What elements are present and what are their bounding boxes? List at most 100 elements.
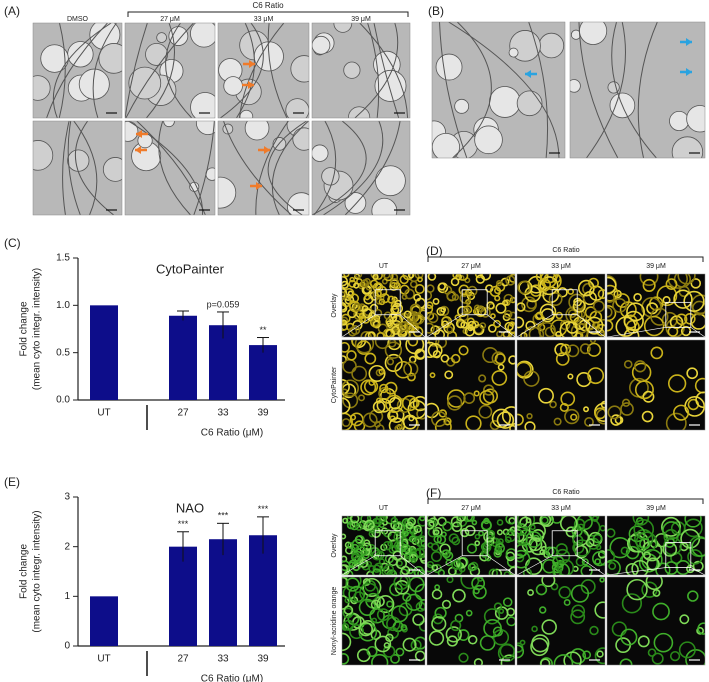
cell — [651, 652, 664, 665]
cell — [441, 599, 452, 610]
cell — [460, 528, 470, 538]
cell — [647, 648, 657, 657]
cell — [503, 309, 513, 319]
cell — [491, 370, 508, 386]
cell — [342, 320, 349, 332]
cell — [541, 619, 557, 635]
zoom-line — [516, 314, 553, 338]
cell — [621, 398, 631, 407]
cell — [552, 566, 563, 575]
cell — [418, 620, 425, 632]
micrograph-content — [607, 340, 705, 430]
micrograph-frame — [124, 22, 216, 119]
cell — [555, 548, 571, 564]
membrane — [354, 23, 399, 118]
cell — [538, 321, 556, 337]
cell — [529, 524, 536, 531]
cell — [358, 394, 365, 402]
cell — [391, 302, 404, 315]
vesicle — [156, 32, 167, 43]
cell — [609, 537, 631, 559]
y-tick-label: 0.5 — [56, 347, 70, 358]
cell — [387, 340, 402, 351]
cell — [578, 319, 591, 332]
micrograph-frame — [32, 120, 123, 216]
micrograph — [32, 120, 123, 216]
cell — [585, 316, 604, 335]
cell — [409, 280, 418, 289]
cell — [364, 519, 375, 531]
zoom-line — [516, 555, 553, 576]
zoom-box — [374, 530, 401, 557]
cell — [431, 410, 448, 427]
cell — [387, 555, 399, 567]
row-label: Overlay — [331, 533, 338, 558]
micrograph-content — [33, 23, 122, 118]
column-label: 39 μM — [351, 16, 371, 23]
membrane — [62, 121, 70, 215]
cell — [401, 293, 408, 300]
panel-label: (C) — [4, 236, 21, 250]
cell — [525, 517, 532, 524]
cell — [517, 523, 528, 536]
cell — [539, 516, 552, 526]
micrograph-frame — [516, 515, 606, 576]
vesicle — [343, 61, 361, 79]
cell — [643, 551, 651, 560]
micrograph-frame — [426, 339, 516, 431]
cell — [452, 274, 459, 279]
cell — [401, 395, 418, 412]
cell — [405, 521, 414, 530]
cell — [342, 355, 347, 364]
group-label: C6 Ratio — [252, 1, 284, 10]
cell — [483, 619, 502, 638]
cell — [639, 538, 651, 550]
vesicle — [190, 92, 215, 118]
annotation: *** — [178, 519, 189, 529]
cell — [388, 396, 402, 410]
vesicle — [570, 79, 581, 93]
cell — [473, 390, 480, 397]
cell — [505, 516, 515, 525]
cell — [362, 548, 371, 556]
cell — [342, 418, 351, 428]
zoom-box — [665, 301, 692, 328]
cell — [607, 276, 617, 295]
cell — [391, 314, 403, 327]
cell — [458, 652, 469, 663]
zoom-line — [426, 555, 463, 576]
vesicle — [312, 35, 331, 55]
cell — [620, 628, 638, 646]
column-label: 33 μM — [254, 16, 274, 23]
cell — [665, 412, 687, 430]
cell — [403, 310, 412, 319]
cell — [626, 578, 648, 601]
micrograph-content — [125, 23, 215, 118]
vesicle — [686, 105, 705, 133]
micrograph-content — [342, 340, 425, 430]
cell — [572, 534, 584, 547]
cell — [662, 296, 671, 305]
cell — [413, 524, 422, 533]
micrograph — [426, 339, 516, 431]
cell — [504, 536, 512, 544]
column-label: 33 μM — [551, 263, 571, 270]
membrane — [267, 121, 307, 215]
membrane — [313, 121, 337, 215]
cell — [570, 584, 590, 603]
cell — [410, 639, 422, 651]
micrograph-content — [125, 121, 215, 215]
cell — [655, 562, 671, 575]
y-axis-label: (mean cyto integr. intensity) — [32, 268, 43, 390]
panel-label: (D) — [426, 244, 443, 258]
cell — [400, 624, 408, 631]
arrow-head — [525, 70, 531, 78]
cell — [399, 274, 409, 285]
cell — [353, 282, 360, 289]
cell — [677, 274, 696, 285]
membrane — [58, 23, 66, 118]
cell — [553, 654, 574, 665]
cell — [342, 533, 347, 540]
y-tick-label: 1.5 — [56, 253, 70, 264]
cell — [395, 647, 405, 657]
